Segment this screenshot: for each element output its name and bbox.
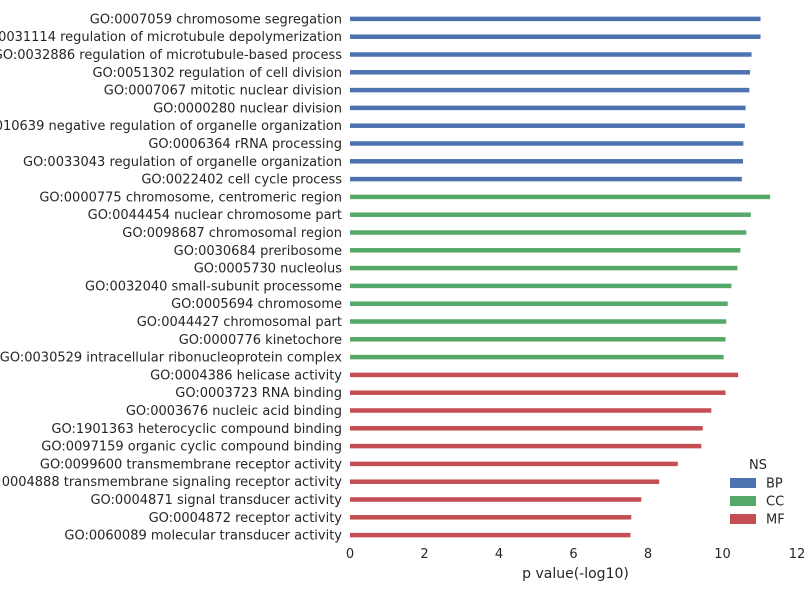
x-tick-label: 0 — [346, 547, 354, 562]
legend-label-cc: CC — [766, 495, 784, 510]
category-label: GO:0033043 regulation of organelle organ… — [23, 155, 342, 170]
x-tick-label: 6 — [569, 547, 577, 562]
bar-cc — [350, 212, 751, 217]
category-label: GO:0032040 small-subunit processome — [85, 279, 342, 294]
category-label: GO:0032886 regulation of microtubule-bas… — [0, 48, 342, 63]
category-label: GO:0006364 rRNA processing — [148, 137, 342, 152]
category-label: GO:0004888 transmembrane signaling recep… — [0, 475, 342, 490]
bar-mf — [350, 497, 642, 502]
category-label: GO:0005730 nucleolus — [194, 262, 343, 277]
category-label: GO:0060089 molecular transducer activity — [64, 529, 342, 544]
legend-title: NS — [749, 458, 767, 473]
category-label: GO:0000776 kinetochore — [179, 333, 342, 348]
bars-group — [350, 16, 771, 538]
legend: NS BP CC MF — [730, 458, 785, 528]
bar-cc — [350, 301, 728, 306]
category-label: GO:0022402 cell cycle process — [141, 173, 342, 188]
bar-bp — [350, 105, 746, 111]
category-label: GO:0031114 regulation of microtubule dep… — [0, 30, 342, 45]
x-axis-label: p value(-log10) — [522, 566, 629, 582]
bar-mf — [350, 532, 631, 538]
category-label: GO:0044454 nuclear chromosome part — [88, 208, 342, 223]
category-label: GO:0004386 helicase activity — [150, 368, 342, 383]
category-label: GO:0003676 nucleic acid binding — [126, 404, 342, 419]
x-tick-labels-group: 0 2 4 6 8 10 12 — [346, 547, 805, 562]
bar-bp — [350, 159, 743, 164]
x-tick-label: 8 — [644, 547, 652, 562]
bar-cc — [350, 230, 747, 235]
bar-mf — [350, 479, 660, 484]
bar-bp — [350, 70, 751, 75]
legend-swatch-cc — [730, 496, 756, 506]
x-tick-label: 4 — [495, 547, 503, 562]
bar-mf — [350, 390, 726, 395]
bar-cc — [350, 265, 738, 271]
category-label: GO:1901363 heterocyclic compound binding — [51, 422, 342, 437]
category-label: GO:0030684 preribosome — [174, 244, 342, 259]
category-label: GO:0007067 mitotic nuclear division — [104, 84, 342, 99]
category-label: GO:0000280 nuclear division — [153, 101, 342, 116]
legend-label-bp: BP — [766, 477, 783, 492]
category-label: GO:0044427 chromosomal part — [137, 315, 342, 330]
x-tick-label: 10 — [714, 547, 731, 562]
category-label: GO:0010639 negative regulation of organe… — [0, 119, 342, 134]
category-label: GO:0005694 chromosome — [171, 297, 342, 312]
category-label: GO:0007059 chromosome segregation — [90, 12, 342, 27]
bar-cc — [350, 248, 741, 253]
category-label: GO:0004872 receptor activity — [149, 511, 343, 526]
bar-cc — [350, 354, 724, 360]
category-label: GO:0051302 regulation of cell division — [92, 66, 342, 81]
bar-bp — [350, 34, 761, 39]
category-labels-group: GO:0007059 chromosome segregation GO:0031… — [0, 12, 342, 543]
category-label: GO:0000775 chromosome, centromeric regio… — [39, 190, 342, 205]
bar-bp — [350, 141, 744, 146]
bar-bp — [350, 16, 761, 22]
category-label: GO:0097159 organic cyclic compound bindi… — [41, 440, 342, 455]
bar-bp — [350, 52, 752, 57]
bar-mf — [350, 461, 678, 467]
category-label: GO:0003723 RNA binding — [175, 386, 342, 401]
legend-swatch-mf — [730, 514, 756, 524]
category-label: GO:0004871 signal transducer activity — [90, 493, 342, 508]
bar-bp — [350, 176, 742, 182]
bar-bp — [350, 87, 750, 93]
category-label: GO:0099600 transmembrane receptor activi… — [40, 457, 342, 472]
bar-mf — [350, 372, 739, 378]
bar-mf — [350, 515, 632, 520]
x-tick-label: 2 — [420, 547, 428, 562]
bar-mf — [350, 426, 703, 431]
bar-bp — [350, 123, 745, 128]
bar-cc — [350, 337, 726, 342]
category-label: GO:0098687 chromosomal region — [122, 226, 342, 241]
category-label: GO:0030529 intracellular ribonucleoprote… — [0, 351, 342, 366]
x-tick-label: 12 — [789, 547, 806, 562]
bar-cc — [350, 283, 732, 289]
bar-mf — [350, 408, 712, 413]
bar-mf — [350, 443, 702, 449]
bar-cc — [350, 194, 771, 200]
legend-label-mf: MF — [766, 513, 785, 528]
bar-cc — [350, 319, 727, 324]
legend-swatch-bp — [730, 478, 756, 488]
